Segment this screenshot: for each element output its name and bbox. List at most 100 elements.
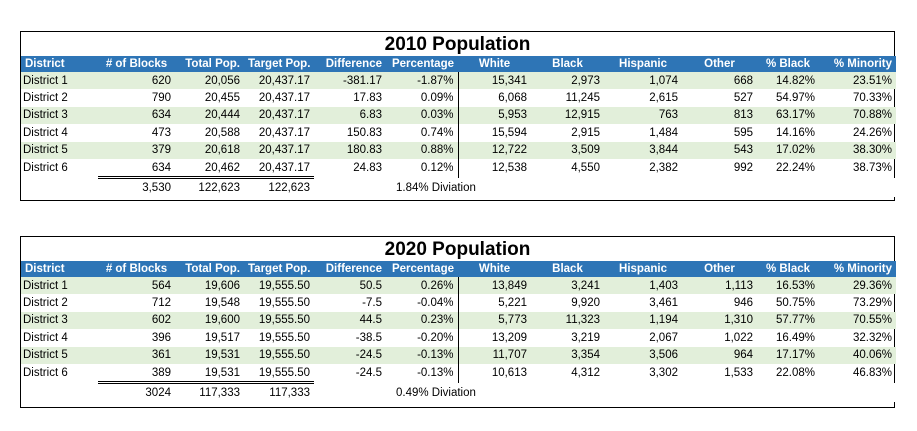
cell-hispanic: 3,461	[649, 297, 678, 310]
cell-hispanic: 1,484	[649, 126, 678, 139]
cell-total-pop: 20,462	[175, 158, 244, 180]
cell-percentage: 0.12%	[386, 158, 459, 178]
population-2020-panel: 2020 Population District # of Blocks Total…	[20, 236, 896, 408]
cell-white: 15,594	[491, 126, 527, 139]
cell-total-pop: 20,056	[175, 72, 244, 90]
cell-difference: -38.5	[355, 331, 382, 344]
header-pct-black: % Black	[757, 261, 819, 277]
empty-cell	[819, 382, 896, 403]
cell-target-pop: 20,437.17	[244, 141, 314, 159]
cell-district: District 1	[21, 277, 98, 295]
table-row: District 4 396 19,517 19,555.50 -38.5 -0.20% 1…	[21, 329, 896, 347]
cell-pct-minority: 70.88%	[819, 106, 896, 125]
cell-target-pop: 20,437.17	[244, 106, 314, 125]
cell-total-pop: 19,548	[204, 297, 240, 310]
header-district: District	[21, 56, 98, 72]
cell-difference: 150.83	[346, 126, 382, 139]
cell-black: 2,973	[531, 72, 604, 90]
cell-percentage: -0.13%	[386, 363, 459, 383]
table-row: District 1 620 20,056 20,437.17 -381.17 -1.87…	[21, 72, 896, 90]
header-blocks: # of Blocks	[98, 56, 175, 72]
cell-target-pop: 19,555.50	[258, 297, 310, 310]
cell-other: 1,022	[724, 331, 753, 344]
cell-black: 2,915	[571, 126, 600, 139]
header-other: Other	[682, 261, 757, 277]
table-row: District 2 790 20,455 20,437.17 17.83 0.09% 6,…	[21, 89, 896, 107]
cell-difference: 180.83	[314, 141, 386, 159]
cell-blocks: 379	[98, 141, 175, 159]
cell-target-pop: 19,555.50	[244, 311, 314, 330]
cell-black: 11,245	[565, 92, 600, 105]
cell-target-pop: 19,555.50	[244, 363, 314, 385]
cell-difference: -24.5	[355, 367, 382, 380]
cell-pct-black: 22.24%	[775, 162, 815, 175]
cell-hispanic: 1,403	[604, 277, 682, 295]
target-pop-sum: 117,333	[244, 382, 314, 403]
target-pop-sum: 122,623	[244, 177, 314, 198]
cell-other: 1,533	[724, 367, 753, 380]
cell-pct-minority: 23.51%	[819, 72, 896, 90]
cell-pct-black: 17.17%	[757, 346, 819, 364]
empty-cell	[314, 177, 386, 198]
empty-cell	[604, 382, 682, 403]
cell-percentage: -0.13%	[386, 346, 459, 364]
table-title: 2010 Population	[384, 34, 531, 55]
cell-blocks: 790	[151, 92, 171, 105]
header-hispanic: Hispanic	[604, 261, 682, 277]
cell-blocks: 396	[151, 331, 171, 344]
cell-pct-minority: 29.36%	[819, 277, 896, 295]
cell-total-pop: 19,517	[204, 331, 240, 344]
cell-pct-minority: 70.55%	[819, 311, 896, 330]
cell-pct-black: 63.17%	[757, 106, 819, 125]
cell-district: District 6	[23, 367, 68, 380]
cell-district: District 4	[23, 331, 68, 344]
cell-percentage: 0.74%	[386, 124, 459, 142]
cell-white: 13,209	[491, 331, 527, 344]
cell-white: 11,707	[458, 346, 531, 364]
cell-percentage: 0.88%	[386, 141, 459, 159]
cell-white: 12,538	[491, 162, 527, 175]
cell-blocks: 712	[151, 297, 171, 310]
population-2020-table: District # of Blocks Total Pop. Target Pop.…	[21, 261, 896, 403]
cell-other: 668	[682, 72, 757, 90]
cell-blocks: 361	[98, 346, 175, 364]
cell-other: 1,113	[682, 277, 757, 295]
cell-blocks: 389	[98, 363, 175, 385]
table-row: District 5 361 19,531 19,555.50 -24.5 -0.13% 1…	[21, 346, 896, 364]
cell-black: 9,920	[571, 297, 600, 310]
cell-white: 5,773	[458, 311, 531, 330]
cell-pct-black: 22.08%	[775, 367, 815, 380]
total-pop-sum: 117,333	[175, 382, 244, 403]
cell-white: 5,221	[498, 297, 527, 310]
header-white: White	[458, 56, 531, 72]
empty-cell	[604, 177, 682, 198]
totals-row: 3,530 122,623 122,623 1.84% Diviation	[21, 177, 896, 198]
cell-hispanic: 3,302	[649, 367, 678, 380]
cell-hispanic: 2,382	[649, 162, 678, 175]
cell-pct-black: 14.82%	[757, 72, 819, 90]
cell-other: 964	[682, 346, 757, 364]
cell-pct-black: 16.53%	[757, 277, 819, 295]
table-row: District 3 634 20,444 20,437.17 6.83 0.03% 5,9…	[21, 106, 896, 125]
cell-blocks: 602	[98, 311, 175, 330]
header-black: Black	[531, 56, 604, 72]
cell-target-pop: 20,437.17	[258, 92, 310, 105]
empty-cell	[819, 177, 896, 198]
cell-pct-minority: 32.32%	[852, 331, 892, 344]
header-target-pop: Target Pop.	[244, 56, 314, 72]
header-difference: Difference	[314, 56, 386, 72]
cell-hispanic: 1,194	[604, 311, 682, 330]
cell-pct-black: 57.77%	[757, 311, 819, 330]
cell-pct-black: 16.49%	[775, 331, 815, 344]
cell-difference: 6.83	[314, 106, 386, 125]
cell-percentage: 0.03%	[386, 106, 459, 125]
cell-district: District 3	[21, 311, 98, 330]
cell-pct-black: 54.97%	[775, 92, 815, 105]
cell-white: 5,953	[458, 106, 531, 125]
header-hispanic: Hispanic	[604, 56, 682, 72]
cell-black: 3,219	[571, 331, 600, 344]
cell-district: District 3	[21, 106, 98, 125]
header-target-pop: Target Pop.	[244, 261, 314, 277]
header-blocks: # of Blocks	[98, 261, 175, 277]
table-body: District 1 564 19,606 19,555.50 50.5 0.26% 13,…	[21, 277, 896, 403]
